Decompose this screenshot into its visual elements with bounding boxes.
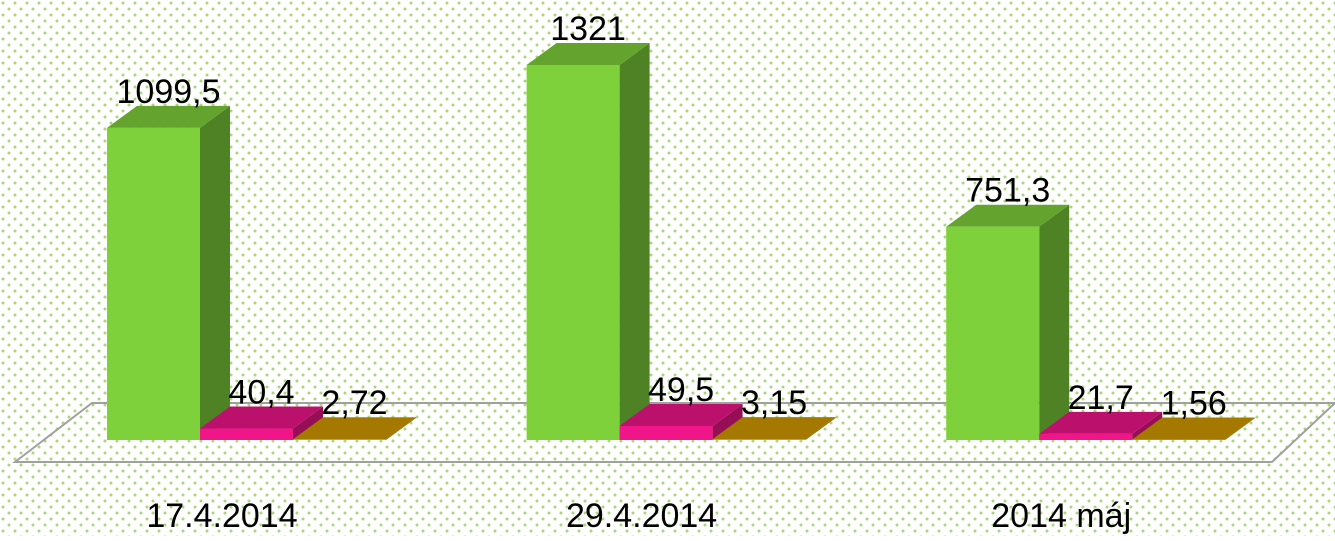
bar [1039,434,1132,440]
data-label: 49,5 [648,371,714,409]
bar [620,426,713,440]
bar-side [1039,205,1069,440]
data-label: 1,56 [1161,385,1227,423]
bar [713,439,806,440]
bar [107,128,200,440]
bar-side [620,43,650,440]
bar [293,439,386,440]
x-tick-label: 2014 máj [991,497,1131,535]
data-label: 21,7 [1068,379,1134,417]
data-label: 2,72 [321,384,387,422]
data-label: 40,4 [228,374,294,412]
x-tick-label: 17.4.2014 [146,497,297,535]
data-label: 3,15 [741,384,807,422]
x-tick-label: 29.4.2014 [566,497,717,535]
data-label: 1099,5 [117,73,221,111]
bar-side [200,106,230,440]
data-label: 751,3 [965,172,1050,210]
data-label: 1321 [550,10,626,48]
bar [527,65,620,440]
bar [200,429,293,440]
bar [946,227,1039,440]
